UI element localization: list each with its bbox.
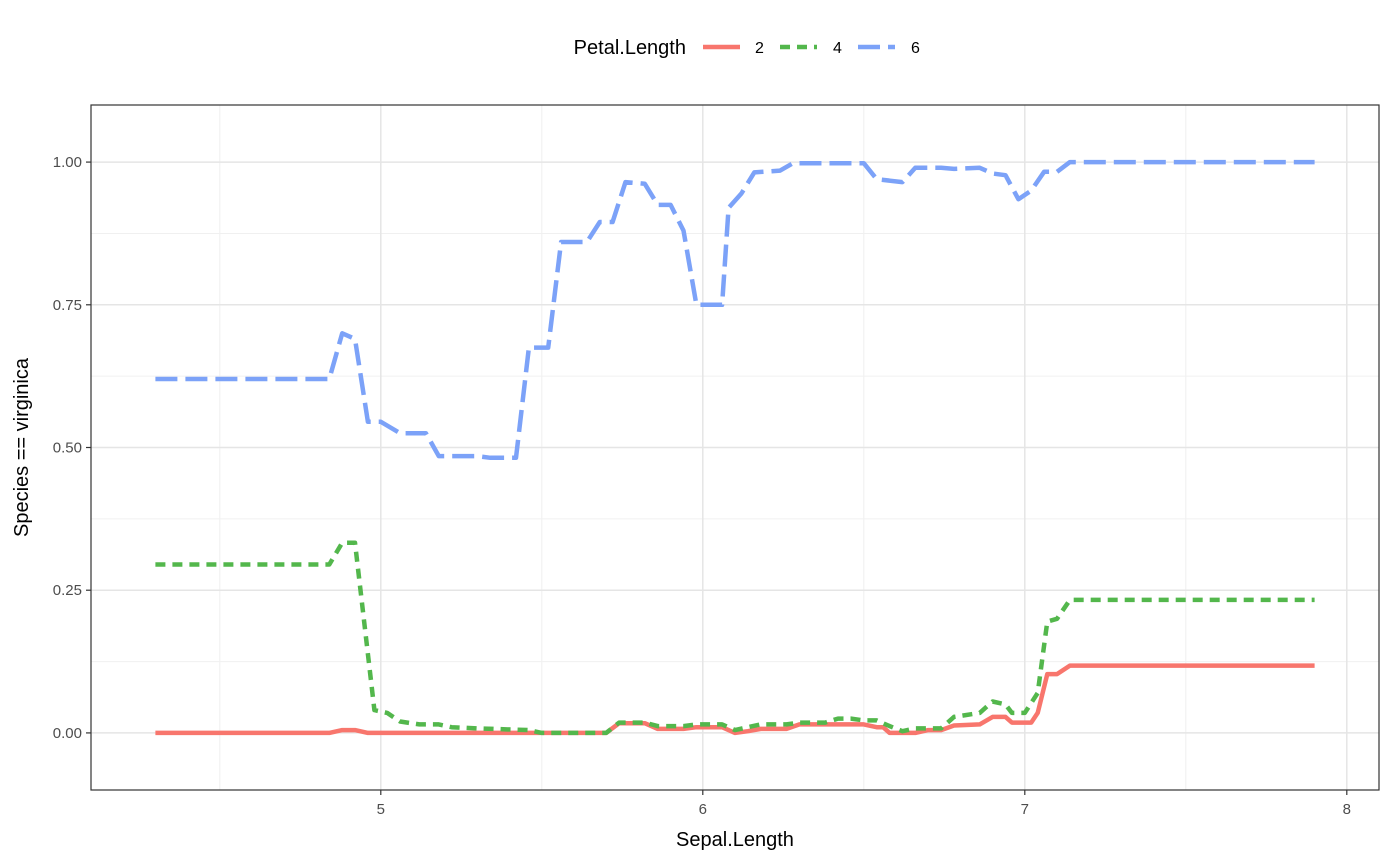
y-tick-label-3: 0.75 — [53, 297, 82, 314]
y-tick-label-0: 0.00 — [53, 725, 82, 742]
x-tick-label-0: 5 — [377, 801, 385, 818]
y-tick-label-4: 1.00 — [53, 154, 82, 171]
y-axis-title: Species == virginica — [11, 357, 33, 537]
x-axis-title: Sepal.Length — [676, 829, 794, 851]
legend: Petal.Length 2 4 6 — [574, 37, 920, 59]
x-tick-label-3: 8 — [1343, 801, 1351, 818]
legend-label-2: 2 — [755, 40, 764, 57]
series-line-6 — [155, 159, 1315, 461]
legend-label-4: 4 — [833, 40, 842, 57]
x-tick-label-2: 7 — [1021, 801, 1029, 818]
series-line-2 — [155, 663, 1315, 736]
grid-minor — [91, 105, 1379, 790]
legend-title: Petal.Length — [574, 37, 686, 59]
legend-key-6: 6 — [858, 40, 920, 57]
legend-key-2: 2 — [703, 40, 764, 57]
y-tick-label-2: 0.50 — [53, 440, 82, 457]
series-layer — [155, 159, 1315, 736]
legend-key-4: 4 — [780, 40, 842, 57]
x-axis: 5 6 7 8 — [377, 790, 1351, 818]
x-tick-label-1: 6 — [699, 801, 707, 818]
legend-label-6: 6 — [911, 40, 920, 57]
y-tick-label-1: 0.25 — [53, 582, 82, 599]
y-axis: 0.00 0.25 0.50 0.75 1.00 — [53, 154, 91, 742]
series-line-4 — [155, 540, 1315, 736]
